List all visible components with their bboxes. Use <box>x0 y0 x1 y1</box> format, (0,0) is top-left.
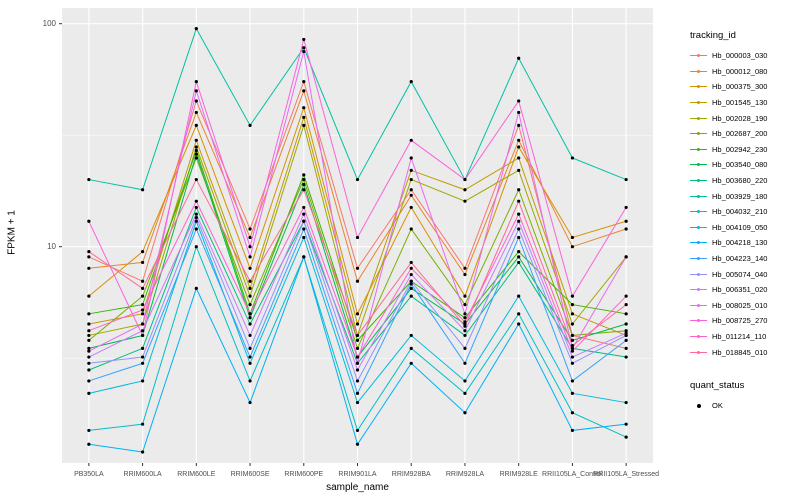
legend-key-line <box>690 298 707 313</box>
legend-item-label: Hb_001545_130 <box>712 98 768 108</box>
legend-item-label: Hb_006351_020 <box>712 285 768 295</box>
legend-key-line <box>690 251 707 266</box>
legend-key-line <box>690 189 707 204</box>
x-tick-label: RRII105LA_Control <box>542 471 603 478</box>
x-tick-label: RRIM600PE <box>284 471 323 478</box>
y-tick-label: 100 <box>43 19 57 28</box>
legend-key-line <box>690 235 707 250</box>
legend-key-line <box>690 48 707 63</box>
legend-item: Hb_004223_140 <box>690 251 800 267</box>
legend-item-label: Hb_004223_140 <box>712 254 768 264</box>
legend-item-label: Hb_003680_220 <box>712 176 768 186</box>
legend-key-line <box>690 95 707 110</box>
legend-item: Hb_002687_200 <box>690 126 800 142</box>
x-tick-label: RRIM928LE <box>500 471 538 478</box>
legend-item: Hb_000003_030 <box>690 48 800 64</box>
legend-item: Hb_004218_130 <box>690 235 800 251</box>
legend-item: Hb_000375_300 <box>690 79 800 95</box>
legend-key-line <box>690 111 707 126</box>
legend-shape-items: OK <box>690 398 800 414</box>
legend-item-label: Hb_018845_010 <box>712 347 768 357</box>
x-tick-label: RRIM928LA <box>446 471 484 478</box>
y-tick-label: 10 <box>47 242 56 251</box>
data-points <box>87 27 628 454</box>
legend-key-line <box>690 313 707 328</box>
x-tick-label: RRII105LA_Stressed <box>593 471 659 478</box>
legend-item: Hb_008725_270 <box>690 313 800 329</box>
legend-item: Hb_005074_040 <box>690 266 800 282</box>
legend-title-quant-status: quant_status <box>690 379 745 391</box>
legend-item: Hb_018845_010 <box>690 344 800 360</box>
legend-item-label: Hb_004109_050 <box>712 222 768 232</box>
legend-item: Hb_008025_010 <box>690 298 800 314</box>
legend-item-label: Hb_008025_010 <box>712 300 768 310</box>
legend-item: Hb_000012_080 <box>690 64 800 80</box>
legend-item: Hb_002028_190 <box>690 110 800 126</box>
legend-item-label: Hb_002687_200 <box>712 129 768 139</box>
legend-key-point <box>690 398 707 413</box>
legend-item-label: Hb_011214_110 <box>712 331 767 341</box>
x-tick-label: RRIM600LE <box>177 471 215 478</box>
x-tick-label: RRIM600SE <box>231 471 270 478</box>
x-tick-label: PB350LA <box>74 471 104 478</box>
legend-key-line <box>690 220 707 235</box>
legend-item-label: Hb_002028_190 <box>712 113 768 123</box>
legend-key-line <box>690 157 707 172</box>
legend-item: Hb_002942_230 <box>690 142 800 158</box>
x-axis-title: sample_name <box>326 482 389 493</box>
axes: 10 100 PB350LA RRIM600LA RRIM600LE RRIM600SE R… <box>43 19 659 478</box>
y-axis-title: FPKM + 1 <box>6 210 18 255</box>
legend-key-line <box>690 329 707 344</box>
legend-key-line <box>690 267 707 282</box>
legend-item-label: Hb_004218_130 <box>712 238 768 248</box>
legend-key-line <box>690 345 707 360</box>
legend-item-label: Hb_000003_030 <box>712 51 768 61</box>
x-tick-label: RRIM901LA <box>338 471 376 478</box>
legend-item-label: Hb_004032_210 <box>712 207 768 217</box>
legend-key-line <box>690 79 707 94</box>
legend-item: Hb_003540_080 <box>690 157 800 173</box>
legend-key-line <box>690 126 707 141</box>
x-tick-label: RRIM600LA <box>124 471 162 478</box>
legend-key-line <box>690 142 707 157</box>
legend-item-label: Hb_002942_230 <box>712 144 768 154</box>
legend-item-label: Hb_005074_040 <box>712 269 768 279</box>
legend-item: Hb_003929_180 <box>690 188 800 204</box>
legend-quant-label: OK <box>712 401 723 411</box>
legend-item: Hb_001545_130 <box>690 95 800 111</box>
legend-item-quant: OK <box>690 398 800 414</box>
legend-key-line <box>690 64 707 79</box>
legend-key-line <box>690 282 707 297</box>
legend-item-label: Hb_000375_300 <box>712 82 768 92</box>
legend: tracking_id Hb_000003_030 Hb_000012_080 Hb… <box>690 30 800 413</box>
legend-item-label: Hb_003929_180 <box>712 191 768 201</box>
legend-item-label: Hb_000012_080 <box>712 66 768 76</box>
legend-item: Hb_004032_210 <box>690 204 800 220</box>
legend-key-line <box>690 204 707 219</box>
legend-title-tracking-id: tracking_id <box>690 30 736 41</box>
legend-color-items: Hb_000003_030 Hb_000012_080 Hb_000375_300 H… <box>690 48 800 360</box>
x-tick-label: RRIM928BA <box>392 471 431 478</box>
legend-item: Hb_006351_020 <box>690 282 800 298</box>
legend-item-label: Hb_003540_080 <box>712 160 768 170</box>
legend-item: Hb_003680_220 <box>690 173 800 189</box>
legend-key-line <box>690 173 707 188</box>
legend-item-label: Hb_008725_270 <box>712 316 768 326</box>
legend-item: Hb_011214_110 <box>690 329 800 345</box>
legend-item: Hb_004109_050 <box>690 220 800 236</box>
